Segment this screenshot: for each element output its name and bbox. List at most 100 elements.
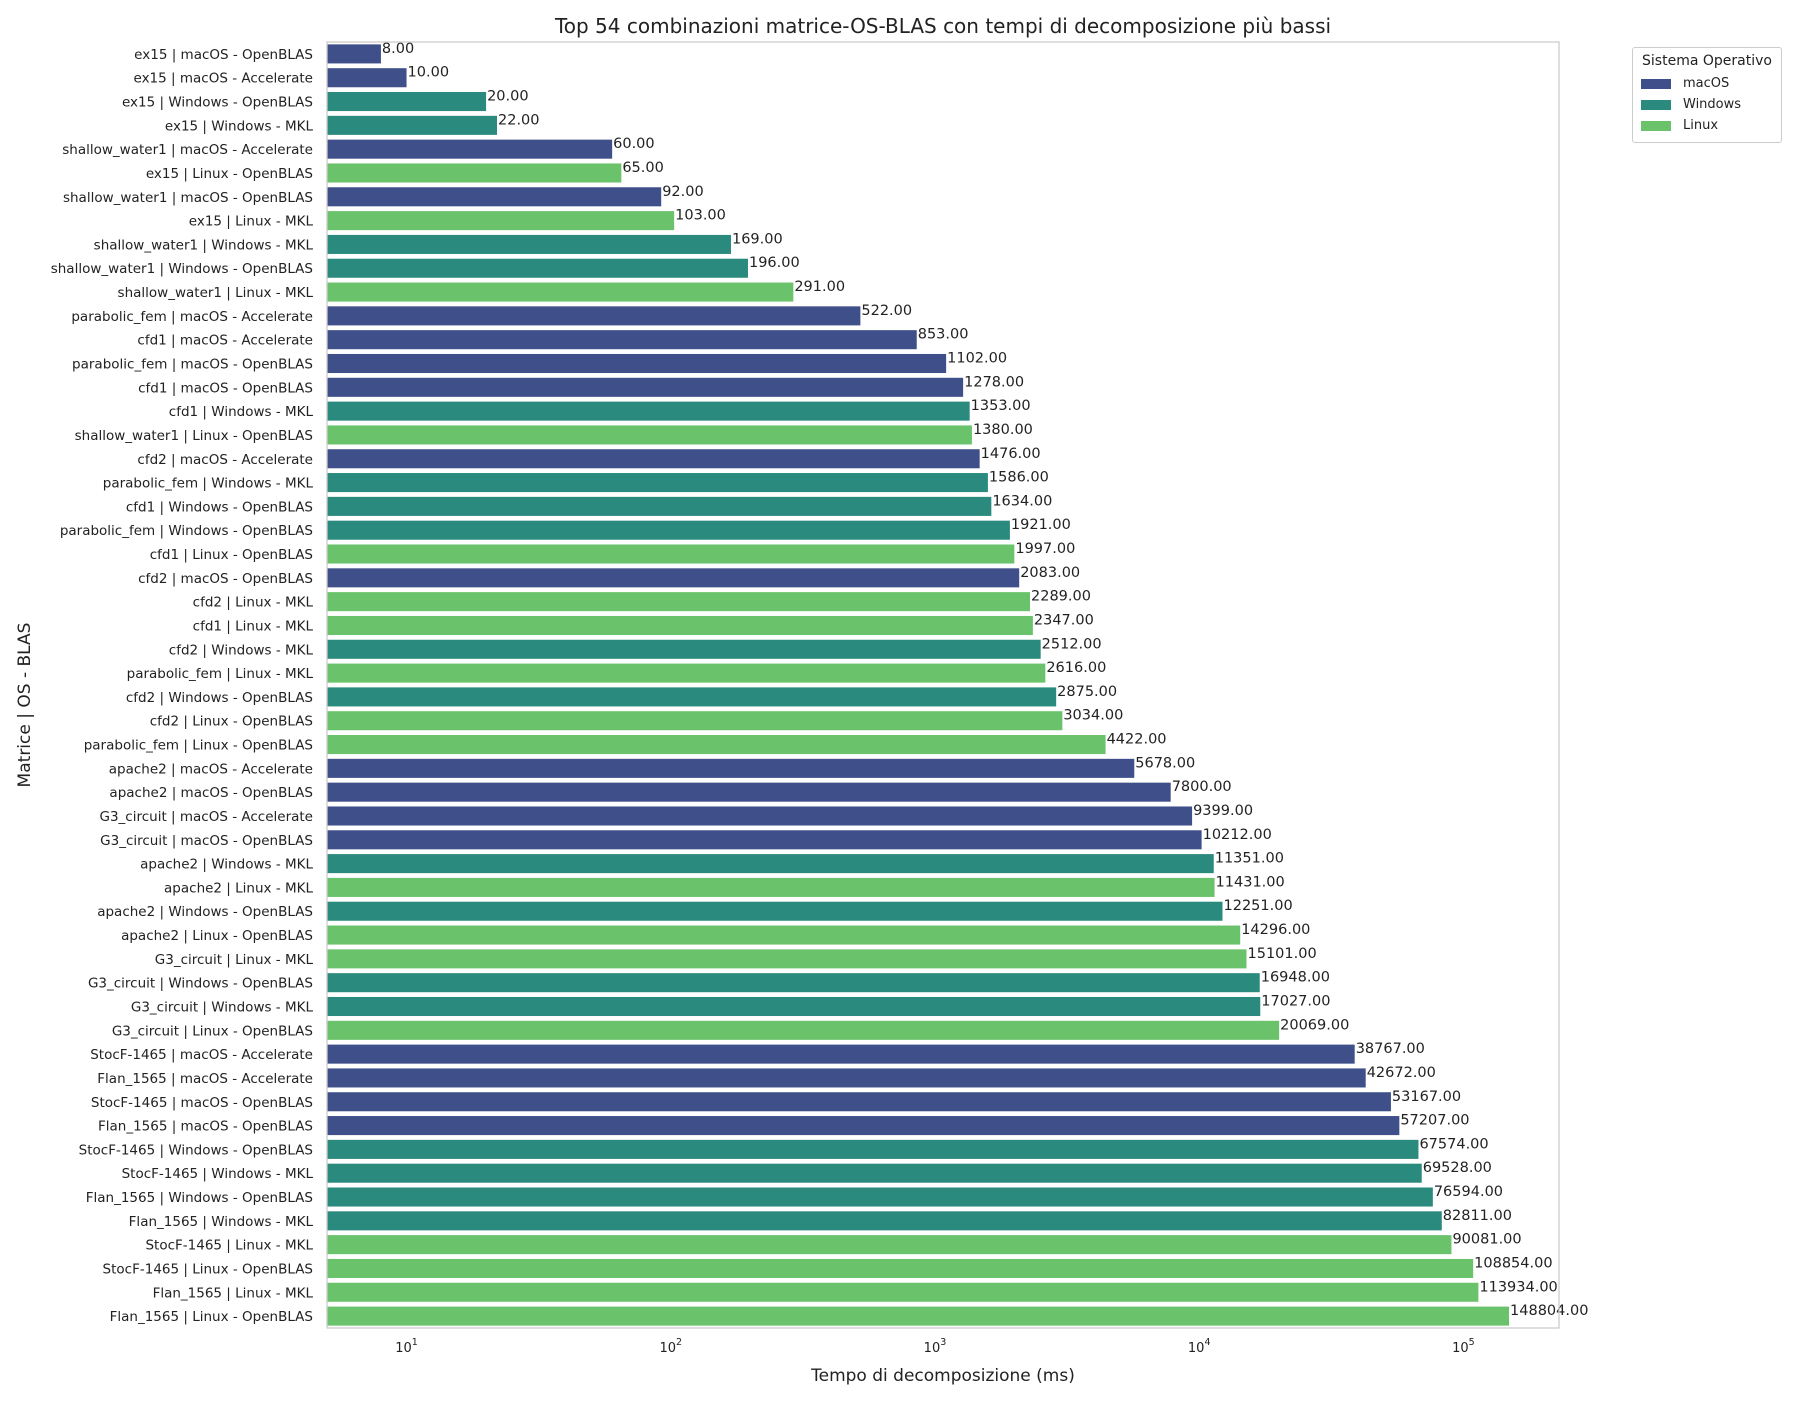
legend-item-windows: Windows <box>1641 94 1773 115</box>
x-tick-label-4: 105 <box>1452 1337 1475 1356</box>
value-label-23: 2289.00 <box>1031 589 1091 605</box>
bar-38 <box>327 949 1247 969</box>
x-ticks: 101 102 103 104 105 <box>395 1337 1474 1356</box>
bar-1 <box>327 68 407 88</box>
bar-18 <box>327 473 988 493</box>
bar-20 <box>327 520 1010 540</box>
legend-item-linux: Linux <box>1641 115 1773 136</box>
bar-11 <box>327 306 861 326</box>
bar-35 <box>327 877 1215 897</box>
value-label-48: 76594.00 <box>1434 1184 1503 1200</box>
value-label-32: 9399.00 <box>1193 803 1253 819</box>
bar-33 <box>327 830 1202 850</box>
bar-48 <box>327 1187 1433 1207</box>
value-label-4: 60.00 <box>613 136 655 152</box>
bar-6 <box>327 187 662 207</box>
value-label-37: 14296.00 <box>1241 922 1310 938</box>
value-label-45: 57207.00 <box>1400 1113 1469 1129</box>
y-tick-label-3: ex15 | Windows - MKL <box>165 118 314 134</box>
y-tick-label-5: ex15 | Linux - OpenBLAS <box>146 166 313 182</box>
y-tick-label-11: parabolic_fem | macOS - Accelerate <box>71 309 313 325</box>
value-label-41: 20069.00 <box>1280 1017 1349 1033</box>
bar-2 <box>327 92 487 112</box>
value-label-36: 12251.00 <box>1224 898 1293 914</box>
bar-26 <box>327 663 1046 683</box>
y-tick-label-9: shallow_water1 | Windows - OpenBLAS <box>51 261 313 277</box>
x-tick-label-3: 104 <box>1188 1337 1211 1356</box>
value-label-52: 113934.00 <box>1479 1279 1557 1295</box>
bar-41 <box>327 1020 1280 1040</box>
bar-13 <box>327 353 947 374</box>
x-tick-label-2: 103 <box>924 1337 947 1356</box>
legend-swatch-windows <box>1641 99 1671 110</box>
bar-45 <box>327 1116 1400 1136</box>
y-tick-label-24: cfd1 | Linux - MKL <box>193 618 314 634</box>
plot-frame <box>326 41 1560 1329</box>
bar-31 <box>327 782 1171 802</box>
y-tick-label-48: Flan_1565 | Windows - OpenBLAS <box>86 1190 313 1206</box>
legend-label-macos: macOS <box>1683 76 1730 91</box>
y-tick-label-16: shallow_water1 | Linux - OpenBLAS <box>75 428 313 444</box>
y-tick-label-30: apache2 | macOS - Accelerate <box>109 761 313 777</box>
y-tick-label-10: shallow_water1 | Linux - MKL <box>118 285 314 301</box>
value-label-30: 5678.00 <box>1135 755 1195 771</box>
y-tick-label-19: cfd1 | Windows - OpenBLAS <box>126 499 313 515</box>
value-label-1: 10.00 <box>408 65 450 81</box>
y-tick-label-32: G3_circuit | macOS - Accelerate <box>99 809 313 825</box>
bar-17 <box>327 449 980 469</box>
bar-12 <box>327 330 917 350</box>
legend-label-linux: Linux <box>1683 118 1719 133</box>
y-tick-label-41: G3_circuit | Linux - OpenBLAS <box>112 1023 313 1039</box>
bar-36 <box>327 901 1223 921</box>
value-label-2: 20.00 <box>487 89 529 105</box>
value-label-12: 853.00 <box>918 327 969 343</box>
value-label-39: 16948.00 <box>1261 970 1330 986</box>
y-tick-label-49: Flan_1565 | Windows - MKL <box>129 1214 314 1230</box>
bar-14 <box>327 377 964 397</box>
value-label-31: 7800.00 <box>1172 779 1232 795</box>
bar-0 <box>327 44 381 64</box>
y-tick-label-27: cfd2 | Windows - OpenBLAS <box>126 690 313 706</box>
bar-46 <box>327 1139 1419 1159</box>
bar-25 <box>327 639 1041 659</box>
bar-51 <box>327 1258 1474 1278</box>
bar-50 <box>327 1235 1452 1255</box>
y-tick-label-37: apache2 | Linux - OpenBLAS <box>121 928 313 944</box>
y-tick-label-14: cfd1 | macOS - OpenBLAS <box>138 380 313 396</box>
bar-30 <box>327 758 1135 778</box>
bar-9 <box>327 258 748 278</box>
y-tick-label-29: parabolic_fem | Linux - OpenBLAS <box>84 738 313 754</box>
value-label-22: 2083.00 <box>1020 565 1080 581</box>
bar-52 <box>327 1282 1479 1302</box>
value-label-51: 108854.00 <box>1474 1255 1552 1271</box>
value-label-6: 92.00 <box>662 184 704 200</box>
bar-10 <box>327 282 794 302</box>
value-label-7: 103.00 <box>675 208 726 224</box>
value-label-19: 1634.00 <box>992 493 1052 509</box>
legend-item-macos: macOS <box>1641 73 1773 94</box>
value-label-26: 2616.00 <box>1046 660 1106 676</box>
value-label-14: 1278.00 <box>964 374 1024 390</box>
value-label-38: 15101.00 <box>1248 946 1317 962</box>
bar-19 <box>327 496 992 516</box>
legend-label-windows: Windows <box>1683 97 1742 112</box>
y-tick-label-36: apache2 | Windows - OpenBLAS <box>97 904 313 920</box>
value-label-44: 53167.00 <box>1392 1089 1461 1105</box>
bar-43 <box>327 1068 1366 1088</box>
y-tick-label-7: ex15 | Linux - MKL <box>189 214 314 230</box>
y-tick-label-42: StocF-1465 | macOS - Accelerate <box>90 1047 313 1063</box>
y-tick-label-2: ex15 | Windows - OpenBLAS <box>122 95 313 111</box>
value-label-43: 42672.00 <box>1367 1065 1436 1081</box>
x-axis-label: Tempo di decomposizione (ms) <box>810 1366 1075 1386</box>
y-tick-label-25: cfd2 | Windows - MKL <box>169 642 314 658</box>
value-label-3: 22.00 <box>498 112 540 128</box>
x-tick-label-1: 102 <box>659 1337 682 1356</box>
value-label-25: 2512.00 <box>1042 636 1102 652</box>
bar-16 <box>327 425 972 445</box>
y-tick-label-44: StocF-1465 | macOS - OpenBLAS <box>91 1095 313 1111</box>
bar-group <box>327 44 1510 1326</box>
bar-44 <box>327 1092 1391 1112</box>
y-tick-label-22: cfd2 | macOS - OpenBLAS <box>138 571 313 587</box>
bar-29 <box>327 735 1106 755</box>
